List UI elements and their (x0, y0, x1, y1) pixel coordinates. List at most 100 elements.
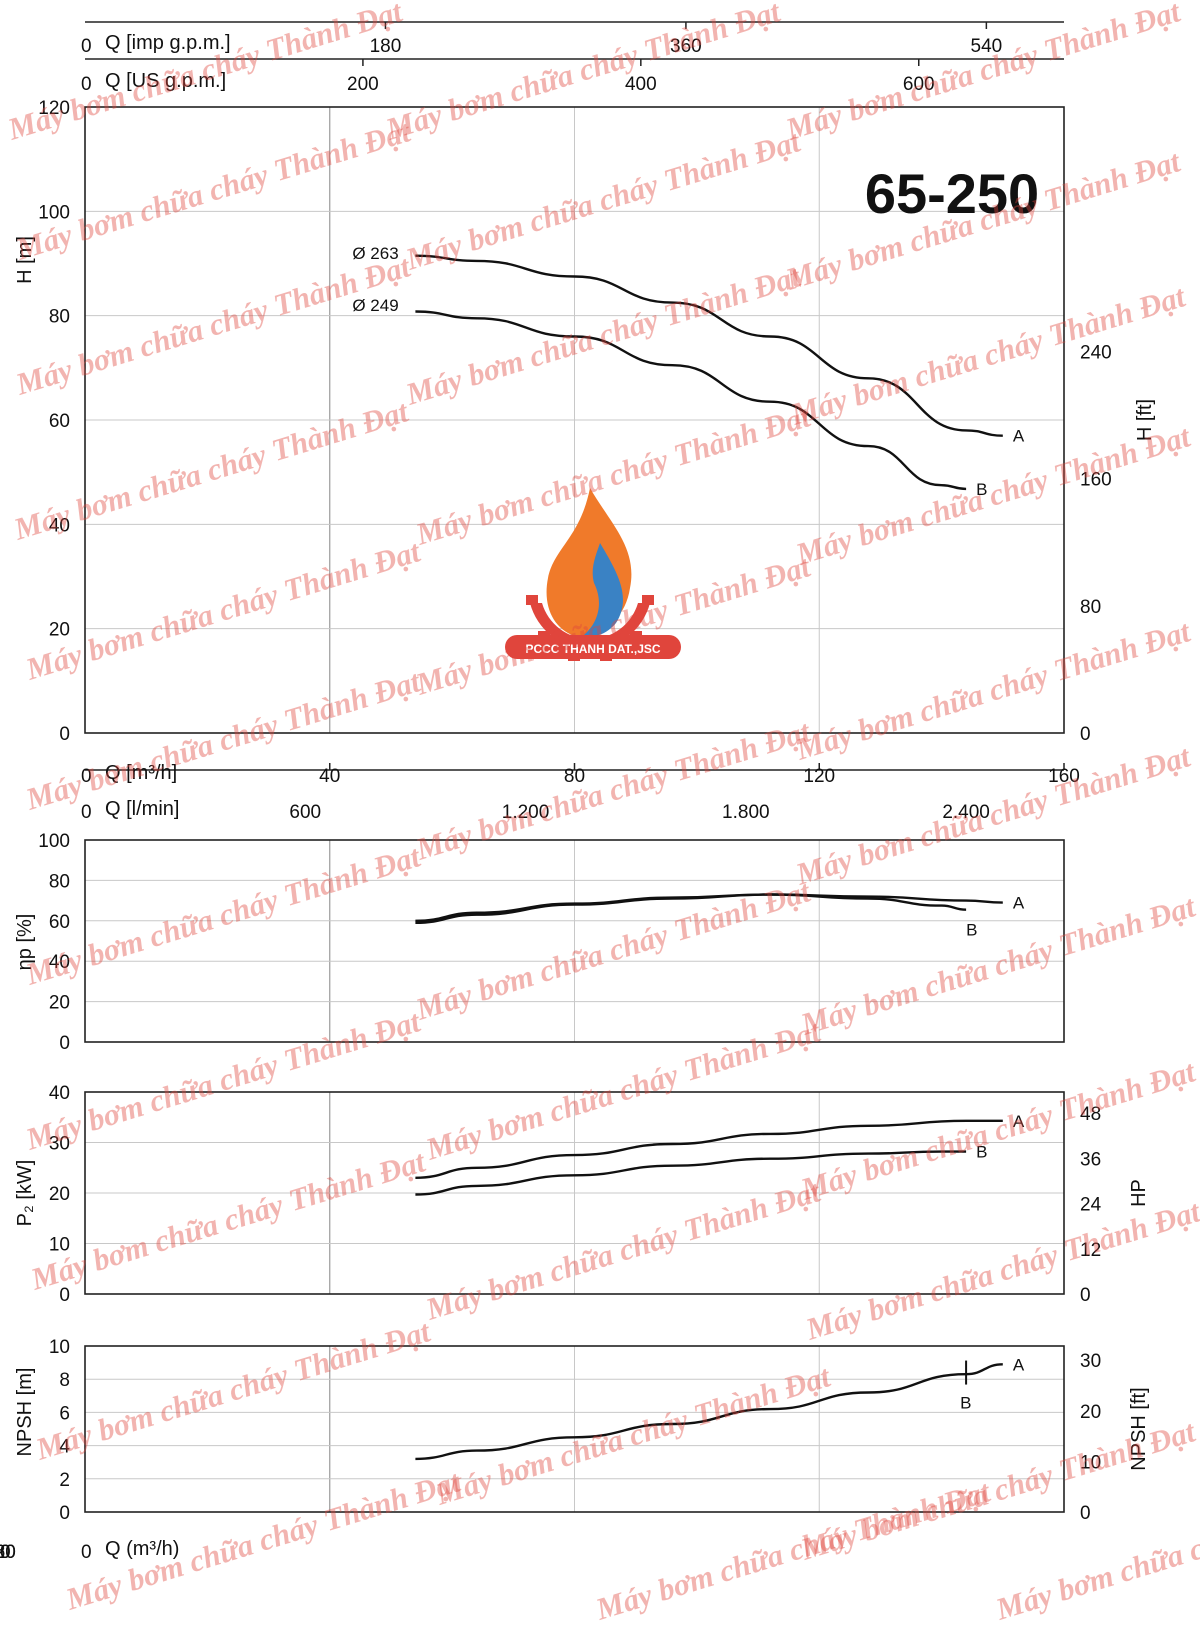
y-right-axis-label: HP (1128, 1179, 1150, 1207)
curve-b (415, 893, 967, 922)
y-right-tick-label: 24 (1080, 1195, 1102, 1216)
flow-axis-tick-label: 600 (289, 802, 321, 823)
curve-label-a: A (1013, 894, 1025, 913)
watermark-text: Máy bơm chữa cháy Thành Đạt (21, 838, 425, 992)
curve-label-a: A (1013, 1112, 1025, 1131)
y-right-tick-label: 10 (1080, 1452, 1101, 1473)
y-tick-label: 0 (59, 1285, 70, 1306)
y-right-tick-label: 80 (1080, 597, 1101, 618)
y-tick-label: 30 (49, 1134, 70, 1155)
y-tick-label: 20 (49, 1184, 70, 1205)
y-right-tick-label: 20 (1080, 1402, 1101, 1423)
watermark-text: Máy bơm chữa cháy Thành Đạt (401, 123, 805, 277)
watermark-text: Máy bơm chữa cháy Thành Đạt (791, 738, 1195, 892)
flow-axis-tick-label: 160 (1048, 766, 1080, 787)
y-tick-label: 2 (59, 1470, 70, 1491)
marker-label-b: B (960, 1394, 971, 1413)
flow-axis-tick-label: 120 (803, 766, 835, 787)
flow-axis-label: Q [m³/h] (105, 762, 177, 784)
watermark-text: Máy bơm chữa cháy Thành Đạt (21, 533, 425, 687)
logo-banner (505, 635, 681, 659)
watermark-text: Máy bơm chữa cháy Thành Đạt (26, 1143, 430, 1297)
flow-axis-label: Q [l/min] (105, 798, 179, 820)
y-axis-label: ηp [%] (14, 914, 36, 971)
flow-axis-tick-label: 160 (0, 1542, 16, 1563)
watermark-text: Máy bơm chữa cháy Thành Đạt (11, 248, 415, 402)
diameter-label: Ø 263 (352, 244, 398, 263)
y-right-tick-label: 160 (1080, 470, 1112, 491)
logo-flame-inner-icon (584, 543, 624, 637)
flow-axis-tick-label: 180 (370, 36, 402, 57)
watermark-text: Máy bơm chữa cháy Thành Đạt (411, 713, 815, 867)
y-tick-label: 10 (49, 1337, 70, 1358)
flow-axis-tick-label: 120 (0, 1542, 16, 1563)
y-tick-label: 6 (59, 1403, 70, 1424)
logo-text: PCCC THANH DAT.,JSC (525, 642, 660, 656)
model-title: 65-250 (865, 162, 1039, 225)
flow-axis-zero: 0 (81, 766, 92, 787)
y-tick-label: 20 (49, 620, 70, 641)
y-axis-label: NPSH [m] (14, 1368, 36, 1457)
watermark-text: Máy bơm chữa cháy Thành Đạt (421, 1173, 825, 1327)
y-right-tick-label: 0 (1080, 1285, 1091, 1306)
flow-axis-zero: 0 (81, 74, 92, 95)
diameter-label: Ø 249 (352, 296, 398, 315)
curve-label-b: B (966, 921, 977, 940)
y-tick-label: 8 (59, 1370, 70, 1391)
flow-axis-tick-label: 540 (971, 36, 1003, 57)
watermark-text: Máy bơm chữa cháy Thành Đạt (786, 278, 1190, 432)
flow-axis-tick-label: 2.400 (942, 802, 990, 823)
y-right-tick-label: 30 (1080, 1351, 1101, 1372)
y-right-tick-label: 0 (1080, 724, 1091, 745)
company-logo: PCCC THANH DAT.,JSC (505, 488, 681, 661)
watermark-text: Máy bơm chữa cháy Thành Đạt (801, 1193, 1200, 1347)
y-tick-label: 100 (38, 202, 70, 223)
y-axis-label: P₂ [kW] (14, 1160, 36, 1227)
y-tick-label: 20 (49, 993, 70, 1014)
y-right-axis-label: NPSH [ft] (1128, 1387, 1150, 1470)
watermark-text: Máy bơm chữa cháy Thành Đạt (791, 418, 1195, 572)
y-tick-label: 80 (49, 871, 70, 892)
watermark-text: Máy bơm chữa cháy Thành Đạt (591, 1473, 995, 1627)
y-right-tick-label: 240 (1080, 342, 1112, 363)
y-axis-label: H [m] (14, 236, 36, 284)
y-tick-label: 80 (49, 307, 70, 328)
curve-label-b: B (976, 1143, 987, 1162)
curve-b (415, 310, 967, 491)
curve-a (415, 1363, 1003, 1461)
y-tick-label: 10 (49, 1235, 70, 1256)
y-right-tick-label: 12 (1080, 1240, 1101, 1261)
curve-a (415, 254, 1003, 437)
logo-gear-tooth (642, 595, 654, 605)
flow-axis-zero: 0 (81, 1542, 92, 1563)
flow-axis-label: Q [imp g.p.m.] (105, 32, 231, 54)
y-right-tick-label: 0 (1080, 1503, 1091, 1524)
watermark-text: Máy bơm chữa cháy Thành Đạt (31, 1313, 435, 1467)
y-tick-label: 40 (49, 952, 70, 973)
watermark-text: Máy bơm chữa cháy Thành Đạt (791, 613, 1195, 767)
watermark-text: Máy bơm chữa cháy Thành Đạt (796, 888, 1200, 1042)
y-right-tick-label: 48 (1080, 1104, 1101, 1125)
curve-b (415, 1150, 967, 1196)
y-right-tick-label: 36 (1080, 1149, 1101, 1170)
grid-layer (85, 107, 1064, 1512)
logo-gear-tooth (526, 595, 538, 605)
y-tick-label: 0 (59, 724, 70, 745)
flow-axis-tick-label: 1.800 (722, 802, 770, 823)
plot-frame (84, 1345, 1065, 1513)
flow-axis-zero: 0 (81, 802, 92, 823)
y-tick-label: 60 (49, 411, 70, 432)
flow-axis-tick-label: 200 (347, 74, 379, 95)
flow-axis-tick-label: 600 (903, 74, 935, 95)
y-tick-label: 0 (59, 1033, 70, 1054)
watermark-text: Máy bơm chữa cháy Thành Đạt (411, 873, 815, 1027)
watermark-text: Máy bơm chữa cháy Thành Đạt (21, 1003, 425, 1157)
y-tick-label: 4 (59, 1437, 70, 1458)
plot-frame (84, 1091, 1065, 1295)
flow-axis-zero: 0 (81, 36, 92, 57)
flow-axis-tick-label: 40 (0, 1542, 11, 1563)
flow-axis-label: Q (m³/h) (105, 1538, 179, 1560)
